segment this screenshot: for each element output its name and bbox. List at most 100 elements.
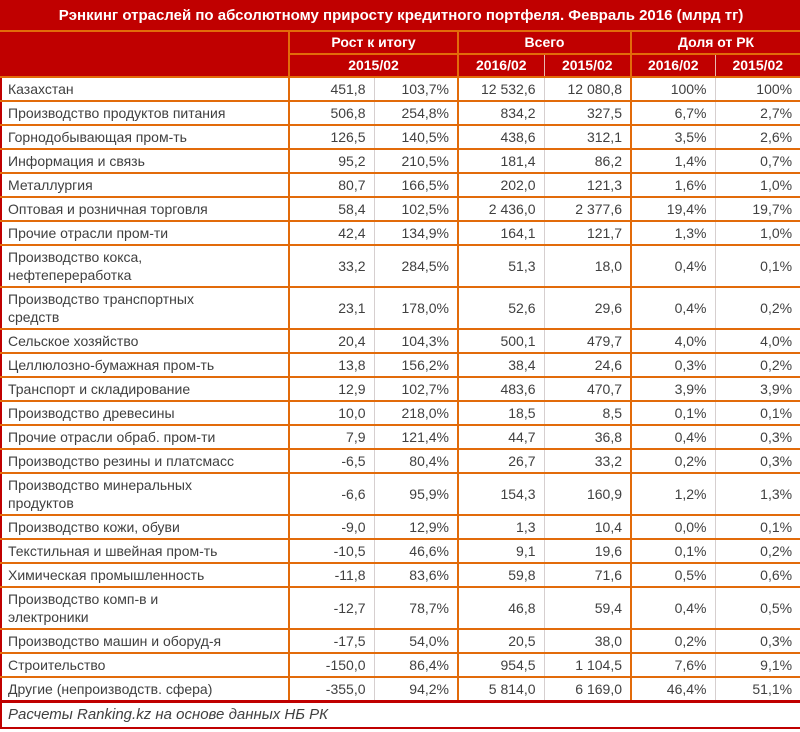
value-cell: 181,4 (457, 149, 544, 174)
value-cell: 0,4% (630, 587, 715, 630)
row-label-cell: Производство минеральных продуктов (1, 473, 289, 516)
value-cell: 1 104,5 (543, 653, 631, 678)
value-cell: 42,4 (288, 221, 374, 246)
value-cell: 470,7 (543, 377, 631, 402)
table-row: Производство резины и платсмасс -6,5 80,4%… (1, 449, 800, 474)
value-cell: 102,5% (373, 197, 458, 222)
value-cell: -12,7 (288, 587, 374, 630)
value-cell: 0,3% (714, 449, 800, 474)
value-cell: 479,7 (543, 329, 631, 354)
value-cell: 126,5 (288, 125, 374, 150)
value-cell: 46,8 (457, 587, 544, 630)
value-cell: 5 814,0 (457, 677, 544, 703)
table-row: Производство транспортных средств 23,1 178… (1, 287, 800, 330)
value-cell: 7,9 (288, 425, 374, 450)
column-group-growth: Рост к итогу (288, 31, 458, 55)
value-cell: 2 436,0 (457, 197, 544, 222)
table-row: Горнодобывающая пром-ть 126,5 140,5% 438,6 3… (1, 125, 800, 150)
value-cell: 0,1% (714, 515, 800, 540)
subcol-growth-2015: 2015/02 (288, 54, 458, 78)
value-cell: 95,9% (373, 473, 458, 516)
value-cell: 834,2 (457, 101, 544, 126)
row-label-cell: Казахстан (1, 77, 289, 102)
value-cell: 13,8 (288, 353, 374, 378)
value-cell: 52,6 (457, 287, 544, 330)
table-row: Производство машин и оборуд-я -17,5 54,0% 2… (1, 629, 800, 654)
value-cell: 58,4 (288, 197, 374, 222)
value-cell: 103,7% (373, 77, 458, 102)
table-header: Рэнкинг отраслей по абсолютному приросту… (1, 1, 800, 78)
value-cell: 164,1 (457, 221, 544, 246)
value-cell: 29,6 (543, 287, 631, 330)
subcol-total-2015: 2015/02 (543, 54, 631, 78)
row-label-cell: Целлюлозно-бумажная пром-ть (1, 353, 289, 378)
value-cell: 51,3 (457, 245, 544, 288)
table-row: Текстильная и швейная пром-ть -10,5 46,6% 9… (1, 539, 800, 564)
table-row: Казахстан 451,8 103,7% 12 532,6 12 080,8 100%… (1, 77, 800, 102)
table-row: Производство кокса, нефтепереработка 33,2… (1, 245, 800, 288)
value-cell: -9,0 (288, 515, 374, 540)
value-cell: 0,5% (714, 587, 800, 630)
row-label-cell: Прочие отрасли обраб. пром-ти (1, 425, 289, 450)
row-label-cell: Производство комп-в и электроники (1, 587, 289, 630)
value-cell: 3,5% (630, 125, 715, 150)
value-cell: 9,1 (457, 539, 544, 564)
value-cell: 1,2% (630, 473, 715, 516)
value-cell: 0,2% (630, 449, 715, 474)
value-cell: 0,2% (630, 629, 715, 654)
value-cell: 6,7% (630, 101, 715, 126)
row-label-cell: Производство машин и оборуд-я (1, 629, 289, 654)
table-row: Производство продуктов питания 506,8 254,8… (1, 101, 800, 126)
subcol-share-2016: 2016/02 (630, 54, 715, 78)
sub-header-row: 2015/02 2016/02 2015/02 2016/02 2015/02 (1, 54, 800, 78)
value-cell: 95,2 (288, 149, 374, 174)
value-cell: 59,8 (457, 563, 544, 588)
value-cell: 218,0% (373, 401, 458, 426)
value-cell: -6,5 (288, 449, 374, 474)
row-label-cell: Производство древесины (1, 401, 289, 426)
column-group-share: Доля от РК (629, 31, 800, 55)
value-cell: 156,2% (373, 353, 458, 378)
row-label-cell: Транспорт и складирование (1, 377, 289, 402)
value-cell: 0,0% (630, 515, 715, 540)
value-cell: 94,2% (373, 677, 458, 703)
value-cell: 506,8 (288, 101, 374, 126)
value-cell: 3,9% (714, 377, 800, 402)
value-cell: 121,4% (373, 425, 458, 450)
value-cell: 202,0 (457, 173, 544, 198)
row-label-cell: Производство кожи, обуви (1, 515, 289, 540)
value-cell: 3,9% (630, 377, 715, 402)
table-body: Казахстан 451,8 103,7% 12 532,6 12 080,8 100%… (1, 77, 800, 703)
value-cell: 8,5 (543, 401, 631, 426)
table-row: Информация и связь 95,2 210,5% 181,4 86,2 1,4… (1, 149, 800, 174)
row-label-cell: Сельское хозяйство (1, 329, 289, 354)
value-cell: 210,5% (373, 149, 458, 174)
value-cell: 19,4% (630, 197, 715, 222)
value-cell: 26,7 (457, 449, 544, 474)
value-cell: 54,0% (373, 629, 458, 654)
row-label-cell: Другие (непроизводств. сфера) (1, 677, 289, 703)
value-cell: 12,9 (288, 377, 374, 402)
value-cell: 0,7% (714, 149, 800, 174)
table-footer: Расчеты Ranking.kz на основе данных НБ Р… (1, 700, 800, 728)
value-cell: 160,9 (543, 473, 631, 516)
value-cell: 24,6 (543, 353, 631, 378)
value-cell: 0,1% (630, 401, 715, 426)
table-row: Производство комп-в и электроники -12,7 78… (1, 587, 800, 630)
value-cell: 9,1% (714, 653, 800, 678)
value-cell: 0,5% (630, 563, 715, 588)
value-cell: 83,6% (373, 563, 458, 588)
value-cell: 2 377,6 (543, 197, 631, 222)
value-cell: 0,3% (630, 353, 715, 378)
value-cell: 86,2 (543, 149, 631, 174)
value-cell: 59,4 (543, 587, 631, 630)
column-group-row: Рост к итогу Всего Доля от РК (1, 31, 800, 78)
column-group-total: Всего (457, 31, 631, 55)
table-row: Металлургия 80,7 166,5% 202,0 121,3 1,6% 1,0% (1, 173, 800, 198)
table-row: Химическая промышленность -11,8 83,6% 59,8 7… (1, 563, 800, 588)
table-row: Оптовая и розничная торговля 58,4 102,5% 2 … (1, 197, 800, 222)
value-cell: 1,3 (457, 515, 544, 540)
value-cell: 2,6% (714, 125, 800, 150)
table-row: Прочие отрасли пром-ти 42,4 134,9% 164,1 121… (1, 221, 800, 246)
value-cell: 23,1 (288, 287, 374, 330)
